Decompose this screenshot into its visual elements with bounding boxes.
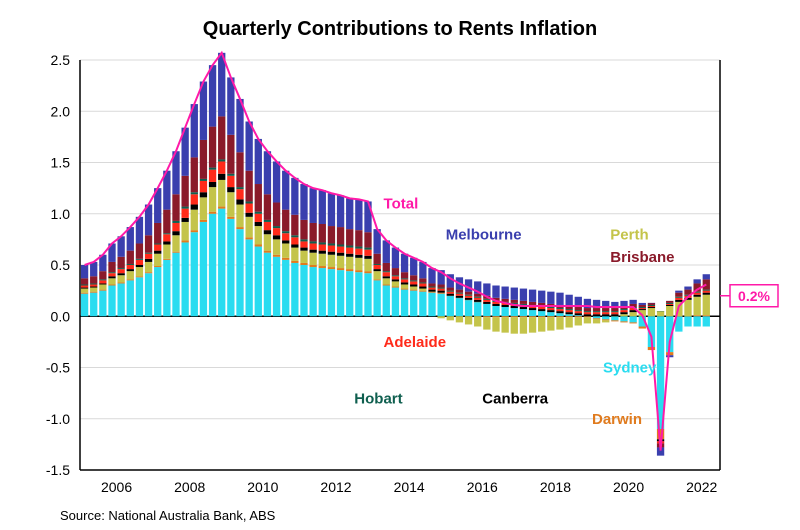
svg-text:-1.0: -1.0 [46,411,70,427]
svg-text:Perth: Perth [610,226,648,243]
rents-inflation-chart: Quarterly Contributions to Rents Inflati… [0,0,800,530]
source-attribution: Source: National Australia Bank, ABS [60,508,276,523]
svg-text:2016: 2016 [467,479,498,495]
y-axis: -1.5 -1.0 -0.5 0.0 0.5 1.0 1.5 2.0 2.5 [46,52,70,478]
svg-text:Hobart: Hobart [354,390,402,407]
svg-text:Canberra: Canberra [482,390,549,407]
svg-text:2018: 2018 [540,479,571,495]
svg-text:2006: 2006 [101,479,132,495]
svg-text:0.5: 0.5 [51,257,71,273]
svg-text:2014: 2014 [394,479,425,495]
svg-text:Adelaide: Adelaide [384,334,447,351]
svg-text:Melbourne: Melbourne [446,226,522,243]
svg-text:Total: Total [384,196,419,213]
svg-text:Brisbane: Brisbane [610,249,674,266]
svg-text:2010: 2010 [247,479,278,495]
svg-text:2020: 2020 [613,479,644,495]
svg-text:0.2%: 0.2% [738,288,770,304]
svg-text:2.0: 2.0 [51,103,71,119]
svg-text:1.0: 1.0 [51,206,71,222]
svg-text:-1.5: -1.5 [46,462,70,478]
svg-text:1.5: 1.5 [51,155,71,171]
svg-text:Darwin: Darwin [592,411,642,428]
end-value-label: 0.2% [720,285,778,307]
svg-text:2012: 2012 [320,479,351,495]
x-axis: 2006 2008 2010 2012 2014 2016 2018 2020 2022 [101,479,718,495]
svg-text:0.0: 0.0 [51,308,71,324]
svg-text:Sydney: Sydney [603,360,657,377]
svg-text:2.5: 2.5 [51,52,71,68]
svg-text:2008: 2008 [174,479,205,495]
svg-text:2022: 2022 [686,479,717,495]
svg-text:-0.5: -0.5 [46,360,70,376]
chart-title: Quarterly Contributions to Rents Inflati… [203,18,597,40]
